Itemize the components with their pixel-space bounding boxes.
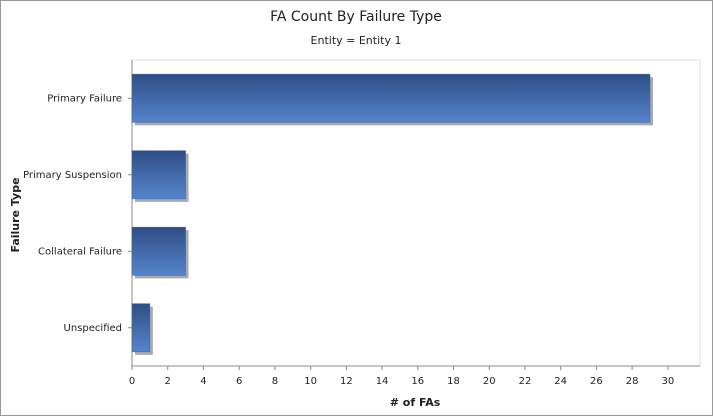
bar — [131, 73, 651, 123]
y-tick-label: Unspecified — [64, 323, 122, 334]
x-tick-label: 6 — [236, 376, 242, 387]
x-tick-label: 18 — [447, 376, 460, 387]
y-axis-label: Failure Type — [9, 177, 22, 252]
x-axis-label: # of FAs — [390, 396, 441, 409]
x-tick-label: 30 — [661, 376, 674, 387]
chart-subtitle: Entity = Entity 1 — [311, 34, 402, 47]
bar — [131, 303, 151, 353]
x-tick-label: 20 — [483, 376, 496, 387]
x-tick-label: 2 — [165, 376, 171, 387]
x-tick-label: 28 — [626, 376, 639, 387]
chart-title: FA Count By Failure Type — [270, 9, 442, 25]
x-tick-label: 22 — [519, 376, 532, 387]
bar — [131, 150, 186, 200]
x-tick-label: 8 — [272, 376, 278, 387]
x-tick-label: 0 — [129, 376, 135, 387]
x-tick-label: 16 — [411, 376, 424, 387]
x-tick-label: 26 — [590, 376, 603, 387]
x-tick-label: 10 — [304, 376, 317, 387]
x-tick-label: 14 — [376, 376, 389, 387]
bar — [131, 226, 186, 276]
y-tick-label: Primary Suspension — [23, 170, 122, 181]
x-tick-label: 12 — [340, 376, 353, 387]
y-tick-label: Primary Failure — [47, 93, 122, 104]
y-tick-label: Collateral Failure — [38, 246, 122, 257]
x-tick-label: 24 — [554, 376, 567, 387]
x-tick-label: 4 — [200, 376, 206, 387]
